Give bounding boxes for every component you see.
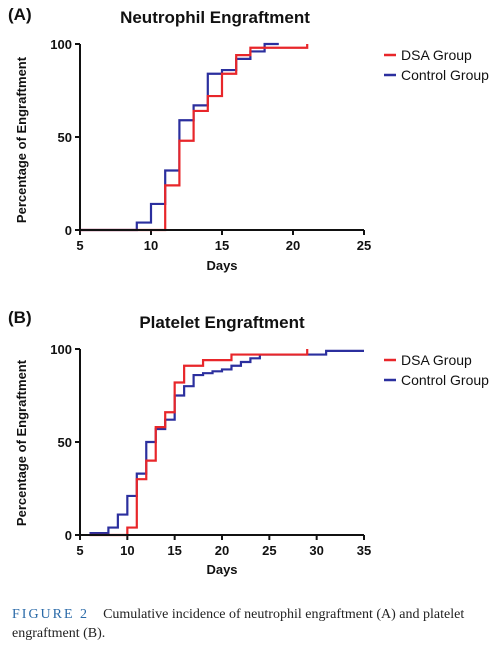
panel-b-x-tick-label: 30 (309, 543, 323, 558)
panel-b-legend-label-control-group: Control Group (401, 372, 489, 388)
panel-b: (B) Platelet Engraftment Percentage of E… (8, 308, 489, 577)
panel-a-x-tick-label: 5 (76, 238, 83, 253)
panel-a-y-tick-label: 100 (50, 37, 72, 52)
panel-a-axes (79, 44, 364, 231)
panel-a: (A) Neutrophil Engraftment Percentage of… (8, 5, 489, 273)
panel-a-series-control-group (80, 42, 279, 232)
panel-b-x-tick-label: 15 (167, 543, 181, 558)
panel-a-x-tick-label: 20 (286, 238, 300, 253)
panel-a-x-tick-label: 10 (144, 238, 158, 253)
figure-caption: FIGURE 2 Cumulative incidence of neutroph… (12, 605, 492, 643)
panel-b-x-axis-title: Days (206, 562, 237, 577)
panel-b-y-tick-label: 100 (50, 342, 72, 357)
panel-b-x-tick-label: 35 (357, 543, 371, 558)
panel-a-ticks: 5 10 15 20 25 0 50 100 (50, 37, 371, 253)
panel-a-y-tick-label: 50 (58, 130, 72, 145)
panel-b-y-tick-label: 0 (65, 528, 72, 543)
panel-a-x-tick-label: 15 (215, 238, 229, 253)
panel-b-axes (79, 349, 364, 536)
panel-b-x-tick-label: 10 (120, 543, 134, 558)
panel-a-series (80, 42, 309, 232)
panel-a-series-dsa-group (80, 44, 309, 232)
panel-b-y-axis-title: Percentage of Engraftment (14, 359, 29, 526)
panel-b-series-control-group (89, 349, 364, 535)
panel-a-title: Neutrophil Engraftment (120, 8, 310, 27)
panel-b-ticks: 5 10 15 20 25 30 35 0 50 100 (50, 342, 371, 558)
panel-a-legend: DSA Group Control Group (384, 47, 489, 83)
panel-b-x-tick-label: 5 (76, 543, 83, 558)
panel-a-x-axis-title: Days (206, 258, 237, 273)
panel-b-legend-label-dsa-group: DSA Group (401, 352, 472, 368)
panel-a-legend-label-dsa-group: DSA Group (401, 47, 472, 63)
panel-b-series-dsa-group (89, 349, 309, 537)
panel-a-legend-label-control-group: Control Group (401, 67, 489, 83)
panel-b-label: (B) (8, 308, 32, 327)
panel-b-legend: DSA Group Control Group (384, 352, 489, 388)
figure-caption-label: FIGURE 2 (12, 607, 90, 622)
panel-a-x-tick-label: 25 (357, 238, 371, 253)
panel-a-label: (A) (8, 5, 32, 24)
panel-b-y-tick-label: 50 (58, 435, 72, 450)
figure-caption-text: Cumulative incidence of neutrophil engra… (12, 607, 465, 641)
panel-b-series (89, 349, 364, 537)
panel-a-y-tick-label: 0 (65, 223, 72, 238)
panel-b-x-tick-label: 25 (262, 543, 276, 558)
panel-a-y-axis-title: Percentage of Engraftment (14, 56, 29, 223)
panel-b-title: Platelet Engraftment (139, 313, 305, 332)
panel-b-x-tick-label: 20 (215, 543, 229, 558)
